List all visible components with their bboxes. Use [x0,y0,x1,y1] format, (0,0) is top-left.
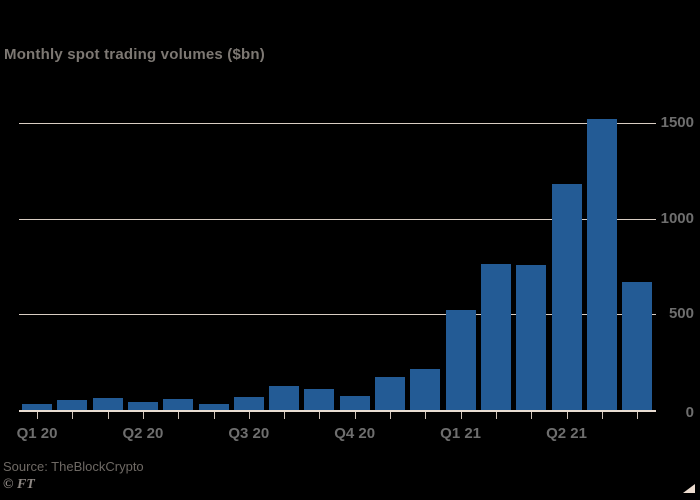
x-tick [425,412,427,419]
x-axis-line [19,410,656,412]
x-tick-label-q2-20: Q2 20 [122,425,164,442]
bar-feb-20 [57,400,88,410]
y-tick-label-500: 500 [668,305,694,323]
x-tick [284,412,286,419]
bar-oct-20 [339,395,370,410]
x-tick [142,412,144,419]
x-tick [213,412,215,419]
bar-jan-20 [22,404,52,410]
x-tick [531,412,533,419]
x-tick [460,412,462,419]
x-tick [107,412,109,419]
x-tick-label-q1-21: Q1 21 [440,425,482,442]
bar-sep-20 [304,389,335,410]
bar-nov-20 [375,376,405,410]
bar-aug-20 [269,385,300,410]
gridline-1500 [19,122,656,124]
x-tick-label-q4-20: Q4 20 [334,425,376,442]
source-text: Source: TheBlockCrypto [3,459,144,474]
bar-may-20 [163,398,194,410]
bar-jul-20 [233,396,264,410]
x-tick [354,412,356,419]
bar-mar-21 [516,264,547,410]
x-tick [495,412,497,419]
x-tick-label-q1-20: Q1 20 [16,425,58,442]
bar-may-21 [586,118,617,410]
x-tick-label-q3-20: Q3 20 [228,425,270,442]
x-tick [601,412,603,419]
bar-dec-20 [410,368,441,410]
y-tick-label-0: 0 [685,404,694,421]
plot-area: Q1 20 Q2 20 Q3 20 Q4 20 Q1 21 Q2 21 0 500 1000 1… [16,113,694,442]
x-tick [248,412,250,419]
x-tick [178,412,180,419]
x-tick-label-q2-21: Q2 21 [546,425,587,442]
x-tick [566,412,568,419]
gridline-500 [19,314,656,316]
chart-title: Monthly spot trading volumes ($bn) [4,46,265,63]
y-tick-label-1500: 1500 [660,113,694,131]
x-tick [72,412,74,419]
y-tick-label-1000: 1000 [660,209,694,227]
x-tick [390,412,391,419]
ft-corner-triangle-icon [683,484,695,493]
x-tick [637,412,639,419]
bar-jun-20 [198,404,229,410]
bar-feb-21 [480,263,511,410]
ft-copyright: © FT [3,477,35,492]
bar-apr-20 [127,401,158,410]
x-tick [37,412,38,419]
bar-jun-21 [622,281,653,410]
x-tick [319,412,321,419]
gridline-1000 [19,218,656,220]
bar-apr-21 [551,184,582,410]
bar-mar-20 [92,398,123,410]
bar-jan-21 [445,310,476,410]
